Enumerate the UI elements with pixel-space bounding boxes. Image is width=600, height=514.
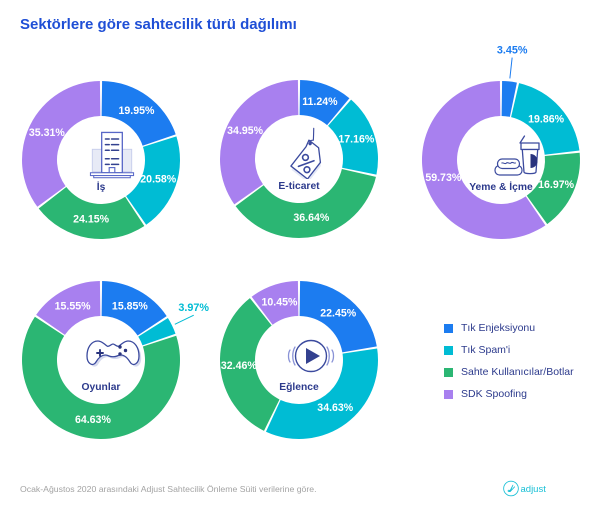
svg-text:24.15%: 24.15% xyxy=(73,213,110,225)
svg-text:34.63%: 34.63% xyxy=(317,402,354,414)
svg-text:adjust: adjust xyxy=(521,484,547,495)
svg-text:17.16%: 17.16% xyxy=(338,133,375,145)
svg-text:10.45%: 10.45% xyxy=(262,297,299,309)
svg-text:15.55%: 15.55% xyxy=(55,300,92,312)
svg-text:36.64%: 36.64% xyxy=(293,212,330,224)
svg-text:3.45%: 3.45% xyxy=(497,45,528,57)
svg-text:64.63%: 64.63% xyxy=(75,414,112,426)
svg-text:19.95%: 19.95% xyxy=(119,105,156,117)
svg-text:34.95%: 34.95% xyxy=(227,125,264,137)
svg-text:32.46%: 32.46% xyxy=(221,360,258,372)
svg-text:11.24%: 11.24% xyxy=(302,96,338,108)
svg-text:35.31%: 35.31% xyxy=(29,127,66,139)
svg-text:15.85%: 15.85% xyxy=(112,301,149,313)
svg-text:22.45%: 22.45% xyxy=(320,308,357,320)
